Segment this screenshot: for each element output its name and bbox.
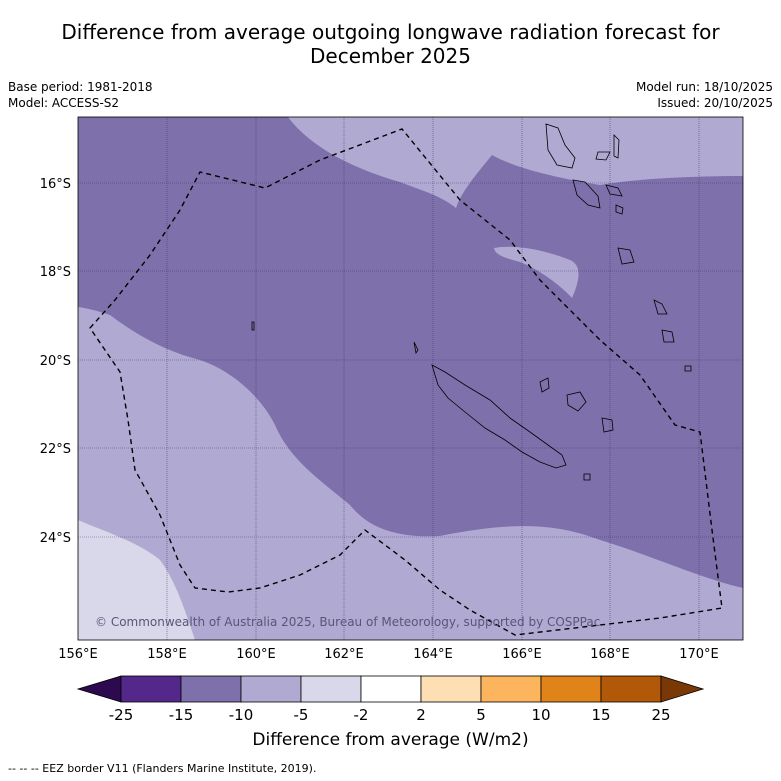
model-run: Model run: 18/10/2025: [635, 80, 773, 94]
colorbar-tick-label: -10: [229, 706, 254, 724]
lon-label: 158°E: [147, 647, 187, 662]
lon-label: 170°E: [679, 647, 719, 662]
ouvea-island: [539, 377, 550, 393]
map-frame: [77, 116, 744, 641]
anomaly-band-dark: [78, 117, 743, 588]
lon-label: 156°E: [58, 647, 98, 662]
pentecost-island: [613, 134, 620, 159]
colorbar-segment: [480, 675, 542, 703]
meta-right: Model run: 18/10/2025 Issued: 20/10/2025: [636, 79, 773, 111]
lat-label: 16°S: [40, 177, 71, 192]
efate-island: [615, 204, 624, 215]
colorbar-arrow-left: [76, 675, 122, 703]
meta-left: Base period: 1981-2018 Model: ACCESS-S2: [8, 79, 153, 111]
latitude-labels: 16°S 18°S 20°S 22°S 24°S: [40, 177, 71, 546]
colorbar-segment: [420, 675, 482, 703]
lat-label: 20°S: [40, 354, 71, 369]
lat-label: 24°S: [40, 531, 71, 546]
lon-label: 160°E: [236, 647, 276, 662]
colorbar-segment: [240, 675, 302, 703]
isle-of-pines: [583, 473, 591, 481]
copyright-text: © Commonwealth of Australia 2025, Bureau…: [95, 615, 600, 629]
colorbar-segment: [120, 675, 182, 703]
lon-label: 166°E: [502, 647, 542, 662]
colorbar-tick-label: 25: [651, 706, 670, 724]
chart-title: Difference from average outgoing longwav…: [0, 20, 781, 68]
colorbar-arrow-right: [660, 675, 705, 703]
colorbar-segment: [540, 675, 602, 703]
anomaly-patch: [494, 246, 579, 298]
colorbar-segment: [180, 675, 242, 703]
erromango-island: [617, 247, 635, 265]
lon-label: 168°E: [590, 647, 630, 662]
gridlines: [78, 117, 743, 640]
lon-label: 164°E: [413, 647, 453, 662]
eez-footer-note: -- -- -- EEZ border V11 (Flanders Marine…: [8, 762, 317, 775]
longitude-labels: 156°E 158°E 160°E 162°E 164°E 166°E 168°…: [58, 647, 719, 662]
lat-label: 18°S: [40, 265, 71, 280]
colorbar-tick-label: 10: [531, 706, 550, 724]
vanuatu-island-north: [595, 151, 611, 161]
model-name: Model: ACCESS-S2: [8, 96, 120, 110]
ambae-island: [605, 184, 623, 197]
anomaly-band-lightest: [78, 520, 195, 640]
lifou-island: [566, 391, 587, 412]
colorbar-segment: [300, 675, 362, 703]
map-plot-area: [78, 117, 743, 640]
colorbar-tick-label: 2: [416, 706, 426, 724]
title-line-2: December 2025: [310, 44, 471, 68]
base-period: Base period: 1981-2018: [8, 80, 153, 94]
tanna-island: [653, 299, 668, 315]
title-line-1: Difference from average outgoing longwav…: [61, 20, 720, 44]
colorbar: [76, 675, 705, 703]
colorbar-tick-label: -25: [109, 706, 134, 724]
espiritu-santo-island: [545, 123, 576, 169]
colorbar-tick-label: -5: [294, 706, 309, 724]
colorbar-label: Difference from average (W/m2): [252, 730, 529, 750]
colorbar-segment: [360, 675, 422, 703]
colorbar-tick-label: 5: [476, 706, 486, 724]
aneityum-island: [661, 329, 675, 343]
colorbar-ticks: -25 -15 -10 -5 -2 2 5 10 15 25: [109, 706, 671, 724]
colorbar-tick-label: 15: [591, 706, 610, 724]
new-caledonia-island: [431, 364, 567, 469]
mare-island: [601, 417, 614, 433]
chesterfield-islet: [251, 321, 255, 331]
colorbar-tick-label: -2: [354, 706, 369, 724]
malekula-island: [572, 179, 601, 209]
belep-islands: [413, 341, 419, 355]
colorbar-tick-label: -15: [169, 706, 194, 724]
eez-border: [89, 128, 723, 636]
small-islet-east: [684, 365, 692, 372]
colorbar-segment: [600, 675, 662, 703]
issued-date: Issued: 20/10/2025: [657, 96, 773, 110]
lon-label: 162°E: [324, 647, 364, 662]
lat-label: 22°S: [40, 442, 71, 457]
